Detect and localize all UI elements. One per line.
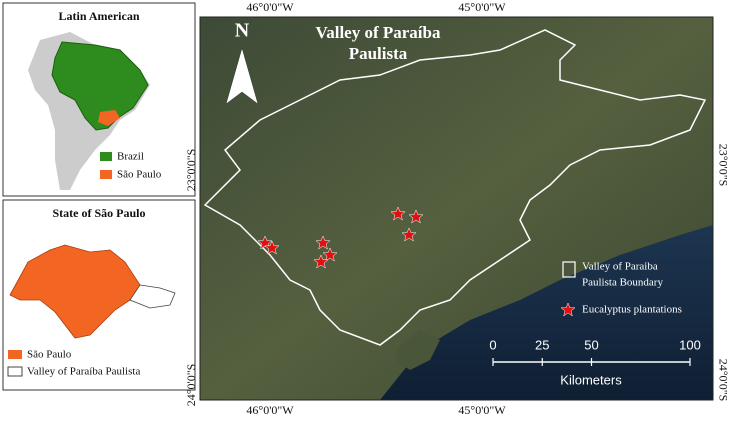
north-label: N	[235, 20, 250, 42]
scale-tick-label: 0	[489, 337, 496, 352]
coord-label: 23°0'0"S	[184, 149, 198, 192]
coord-label: 24°0'0"S	[716, 359, 730, 402]
legend-swatch	[100, 170, 112, 179]
brazil	[51, 41, 149, 131]
scale-tick-label: 100	[679, 337, 701, 352]
legend-swatch	[100, 152, 112, 161]
main-map: N Valley of Paraíba Paulista Valley of P…	[199, 16, 714, 401]
legend-label: Valley of Paraíba Paulista	[27, 366, 140, 378]
scale-tick-label: 50	[584, 337, 598, 352]
inset-title: Latin American	[59, 9, 140, 23]
valley-region	[129, 284, 176, 309]
coord-label: 45°0'0"W	[458, 403, 506, 417]
inset-title: State of São Paulo	[53, 206, 146, 220]
coord-label: 46°0'0"W	[246, 403, 294, 417]
legend-label: Paulista Boundary	[582, 277, 663, 289]
legend-label: Valley of Paraiba	[582, 261, 658, 273]
scale-bar: Kilometers 0 25 50 100	[489, 337, 700, 387]
map-title: Paulista	[349, 44, 408, 63]
sao-paulo	[98, 110, 120, 126]
legend-swatch	[7, 366, 23, 377]
coord-label: 45°0'0"W	[458, 0, 506, 14]
north-arrow	[225, 47, 259, 105]
scale-tick-label: 25	[535, 337, 549, 352]
coord-label: 24°0'0"S	[184, 364, 198, 407]
legend-label: São Paulo	[117, 169, 162, 181]
legend-boundary-swatch	[562, 261, 576, 278]
legend-label: Brazil	[117, 151, 144, 163]
inset-latin-america: Latin American Brazil São Paulo	[2, 2, 196, 197]
legend-label: São Paulo	[27, 349, 72, 361]
inset-sao-paulo: State of São Paulo São Paulo Valley of P…	[2, 199, 196, 391]
legend-label: Eucalyptus plantations	[582, 304, 682, 316]
legend-swatch	[8, 350, 22, 359]
map-title: Valley of Paraíba	[316, 23, 441, 42]
valley-boundary	[203, 29, 707, 346]
island	[395, 330, 440, 370]
coord-label: 23°0'0"S	[716, 144, 730, 187]
scale-unit: Kilometers	[560, 372, 622, 387]
ocean	[380, 225, 713, 400]
map-frame	[199, 16, 714, 401]
coord-label: 46°0'0"W	[246, 0, 294, 14]
